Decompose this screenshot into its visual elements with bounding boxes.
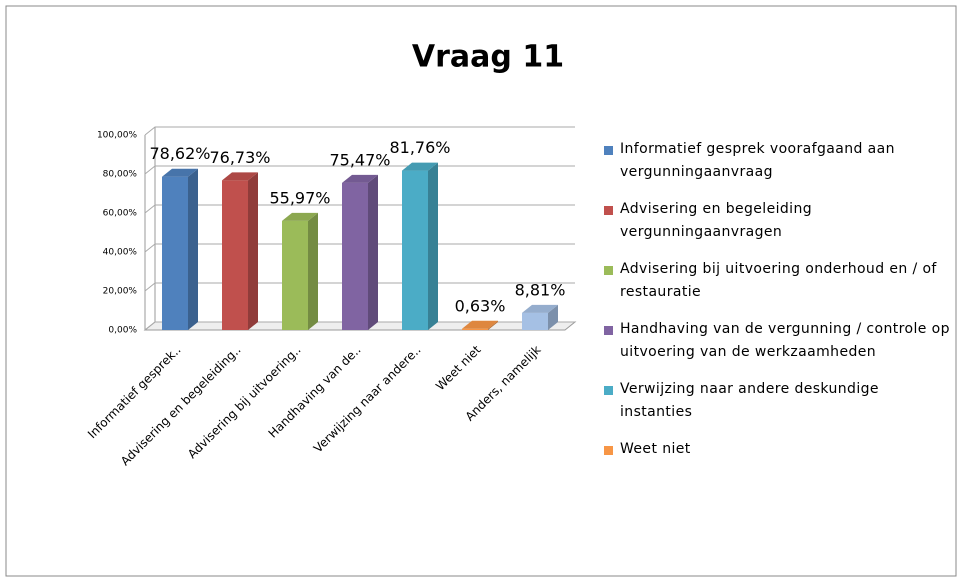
bar <box>342 174 378 330</box>
bar <box>282 212 318 330</box>
bar-side <box>428 162 438 330</box>
legend-item: Verwijzing naar andere deskundige instan… <box>604 378 954 424</box>
legend-item: Handhaving van de vergunning / controle … <box>604 318 954 364</box>
legend-label: Advisering bij uitvoering onderhoud en /… <box>620 261 937 300</box>
value-label: 76,73% <box>209 148 270 167</box>
legend-item: Weet niet <box>604 438 954 461</box>
value-label: 81,76% <box>389 138 450 157</box>
value-label: 55,97% <box>269 188 330 207</box>
x-tick-label: Verwijzing naar andere.. <box>311 343 424 456</box>
bar-top <box>462 320 498 329</box>
bar-front <box>342 182 368 330</box>
value-label: 0,63% <box>455 296 506 315</box>
bar-front <box>462 328 488 330</box>
grid-line <box>144 126 575 136</box>
bar-side <box>368 174 378 330</box>
bar-top <box>282 212 318 221</box>
legend: Informatief gesprek voorafgaand aan verg… <box>604 138 954 461</box>
legend-swatch <box>604 266 613 275</box>
legend-label: Handhaving van de vergunning / controle … <box>620 321 950 360</box>
bar-top <box>402 162 438 171</box>
bar-side <box>248 172 258 330</box>
y-tick-label: 20,00% <box>103 287 138 297</box>
bar-top <box>522 304 558 313</box>
bar-top <box>342 174 378 183</box>
value-label: 75,47% <box>329 150 390 169</box>
legend-label: Informatief gesprek voorafgaand aan verg… <box>620 141 895 180</box>
chart-title: Vraag 11 <box>412 40 564 75</box>
bar-front <box>162 176 188 330</box>
chart-border <box>5 5 957 577</box>
bar <box>162 168 198 330</box>
bar <box>462 320 498 330</box>
bar-side <box>188 168 198 330</box>
x-tick-label: Advisering en begeleiding.. <box>118 343 244 469</box>
legend-item: Informatief gesprek voorafgaand aan verg… <box>604 138 954 184</box>
x-tick-label: Weet niet <box>433 342 484 393</box>
bar <box>402 162 438 330</box>
bar-side <box>308 212 318 330</box>
bar-front <box>522 312 548 330</box>
bar-side <box>548 304 558 330</box>
bar-front <box>222 180 248 330</box>
y-tick-label: 40,00% <box>103 248 138 258</box>
bar-top <box>162 168 198 177</box>
legend-item: Advisering en begeleiding vergunningaanv… <box>604 198 954 244</box>
value-label: 78,62% <box>149 144 210 163</box>
legend-swatch <box>604 146 613 155</box>
value-label: 8,81% <box>515 280 566 299</box>
bar <box>222 172 258 330</box>
y-tick-label: 0,00% <box>108 326 137 336</box>
y-tick-label: 60,00% <box>103 209 138 219</box>
y-tick-label: 100,00% <box>97 131 137 141</box>
legend-label: Weet niet <box>620 441 691 457</box>
legend-swatch <box>604 206 613 215</box>
x-tick-label: Advisering bij uitvoering.. <box>185 343 304 462</box>
legend-label: Advisering en begeleiding vergunningaanv… <box>620 201 813 240</box>
legend-label: Verwijzing naar andere deskundige instan… <box>620 381 879 420</box>
legend-swatch <box>604 326 613 335</box>
legend-swatch <box>604 386 613 395</box>
bar-top <box>222 172 258 181</box>
y-tick-label: 80,00% <box>103 170 138 180</box>
legend-swatch <box>604 446 613 455</box>
legend-item: Advisering bij uitvoering onderhoud en /… <box>604 258 954 304</box>
bar-front <box>402 170 428 330</box>
bar-front <box>282 220 308 330</box>
bar <box>522 304 558 330</box>
bar-side <box>488 320 498 330</box>
